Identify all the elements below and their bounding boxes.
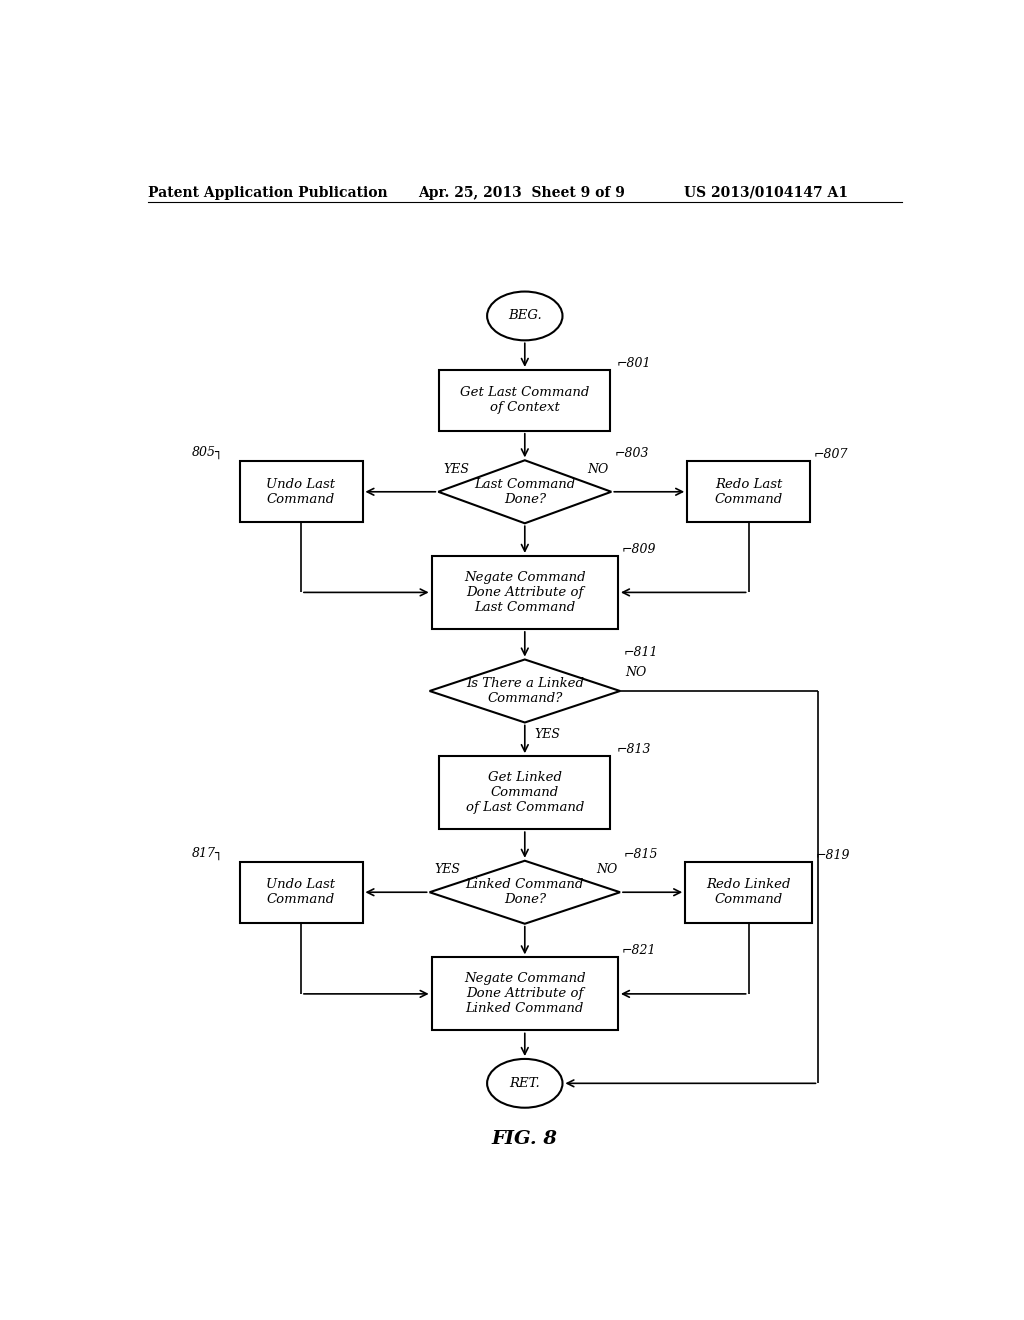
Text: US 2013/0104147 A1: US 2013/0104147 A1 (684, 186, 848, 199)
Text: ⌐807: ⌐807 (813, 449, 848, 461)
Text: Undo Last
Command: Undo Last Command (266, 878, 336, 907)
Text: NO: NO (596, 863, 617, 876)
Text: Linked Command
Done?: Linked Command Done? (466, 878, 584, 907)
Text: Is There a Linked
Command?: Is There a Linked Command? (466, 677, 584, 705)
Text: FIG. 8: FIG. 8 (492, 1130, 558, 1148)
Text: Last Command
Done?: Last Command Done? (474, 478, 575, 506)
Text: ⌐811: ⌐811 (624, 647, 657, 660)
Text: YES: YES (443, 462, 469, 475)
Text: ⌐809: ⌐809 (622, 543, 655, 556)
Text: YES: YES (535, 727, 560, 741)
Text: Redo Linked
Command: Redo Linked Command (707, 878, 791, 907)
Text: Get Linked
Command
of Last Command: Get Linked Command of Last Command (466, 771, 584, 814)
Text: ⌐801: ⌐801 (616, 356, 651, 370)
Text: Negate Command
Done Attribute of
Linked Command: Negate Command Done Attribute of Linked … (464, 973, 586, 1015)
Text: YES: YES (434, 863, 461, 876)
Text: NO: NO (588, 462, 609, 475)
Text: Undo Last
Command: Undo Last Command (266, 478, 336, 506)
Text: ⌐819: ⌐819 (815, 849, 850, 862)
Text: Negate Command
Done Attribute of
Last Command: Negate Command Done Attribute of Last Co… (464, 572, 586, 614)
Text: ⌐821: ⌐821 (622, 944, 655, 957)
Text: 817┐: 817┐ (191, 846, 223, 859)
Text: Apr. 25, 2013  Sheet 9 of 9: Apr. 25, 2013 Sheet 9 of 9 (418, 186, 625, 199)
Text: ⌐813: ⌐813 (616, 743, 651, 756)
Text: Patent Application Publication: Patent Application Publication (147, 186, 387, 199)
Text: Get Last Command
of Context: Get Last Command of Context (460, 387, 590, 414)
Text: Redo Last
Command: Redo Last Command (715, 478, 782, 506)
Text: 805┐: 805┐ (191, 446, 223, 459)
Text: NO: NO (625, 665, 646, 678)
Text: BEG.: BEG. (508, 309, 542, 322)
Text: RET.: RET. (509, 1077, 541, 1090)
Text: ⌐815: ⌐815 (624, 847, 657, 861)
Text: ⌐803: ⌐803 (614, 447, 649, 461)
